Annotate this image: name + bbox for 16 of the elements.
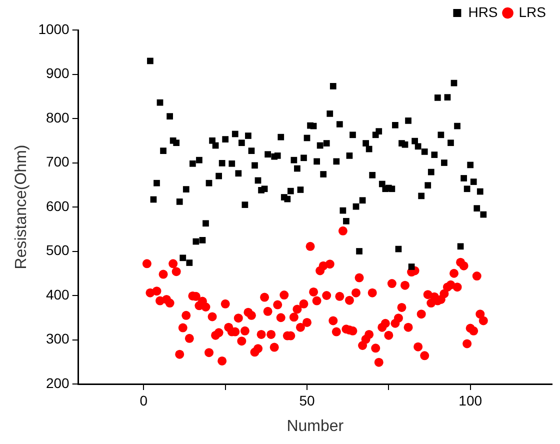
y-tick-label: 700 [46,154,70,170]
y-tick-label: 400 [46,286,70,302]
legend-label: LRS [518,4,546,20]
y-tick-label: 200 [46,374,70,391]
y-tick-label: 600 [46,198,70,214]
legend-label: HRS [468,4,498,20]
y-tick-label: 300 [46,330,70,347]
y-tick-label: 800 [46,109,70,126]
y-tick-label: 900 [46,65,70,82]
x-axis-title: Number [286,418,344,435]
y-axis-title: Resistance(Ohm) [13,144,30,270]
x-tick-label: 100 [458,392,482,408]
x-tick-label: 50 [299,392,316,408]
y-tick-label: 1000 [38,20,70,37]
x-tick-label: 0 [140,392,148,408]
y-tick-label: 500 [46,242,70,258]
